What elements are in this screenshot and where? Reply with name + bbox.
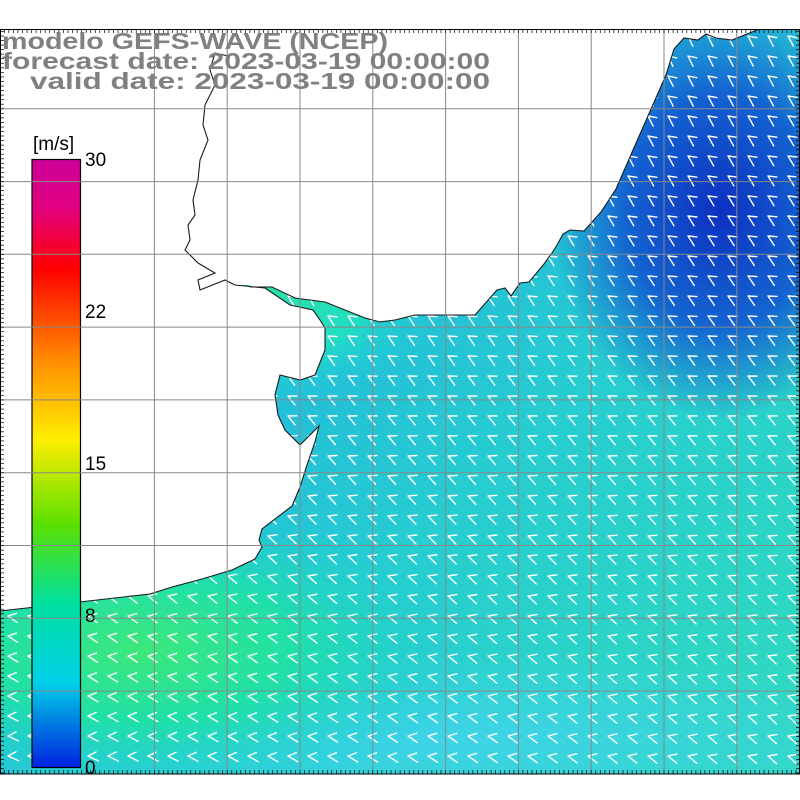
svg-text:valid date: 2023-03-19 00:00:0: valid date: 2023-03-19 00:00:00 xyxy=(30,68,490,94)
svg-text:15: 15 xyxy=(85,454,106,475)
svg-text:22: 22 xyxy=(85,302,106,323)
svg-text:30: 30 xyxy=(85,150,106,171)
svg-text:[m/s]: [m/s] xyxy=(33,134,74,155)
svg-text:0: 0 xyxy=(85,758,96,779)
svg-text:8: 8 xyxy=(85,606,96,627)
